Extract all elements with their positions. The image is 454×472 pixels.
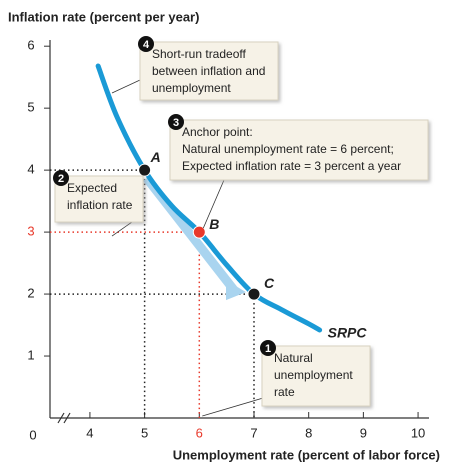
y-tick-label: 6: [27, 38, 34, 53]
x-tick-label: 4: [86, 425, 93, 440]
x-tick-label: 9: [360, 425, 367, 440]
annotation-number: 2: [58, 173, 64, 185]
x-tick-label: 10: [411, 425, 425, 440]
point-label: A: [150, 149, 161, 165]
point: [138, 163, 152, 177]
leader-line: [111, 79, 141, 94]
annotation-number: 3: [173, 117, 179, 129]
leader-line: [202, 395, 271, 417]
annotation-box: [261, 345, 371, 407]
y-tick-label: 5: [27, 100, 34, 115]
annotation-text: between inflation and: [152, 64, 265, 78]
series-label: SRPC: [328, 325, 368, 341]
origin-label: 0: [29, 427, 36, 442]
y-tick-label: 3: [27, 224, 34, 239]
x-tick-label: 8: [305, 425, 312, 440]
annotation-text: Natural: [274, 351, 313, 365]
y-axis-title: Inflation rate (percent per year): [8, 9, 199, 24]
annotation-badge: [168, 114, 184, 130]
point: [247, 287, 261, 301]
x-tick-label: 5: [141, 425, 148, 440]
leader-line: [202, 179, 225, 229]
axis-break: [57, 412, 65, 424]
x-tick-label: 7: [250, 425, 257, 440]
x-axis-title: Unemployment rate (percent of labor forc…: [173, 447, 440, 462]
point: [192, 225, 206, 239]
point-label: B: [209, 216, 219, 232]
annotation-text: Anchor point:: [182, 125, 253, 139]
annotation-text: inflation rate: [67, 198, 133, 212]
annotation-text: Natural unemployment rate = 6 percent;: [182, 142, 394, 156]
annotation-text: unemployment: [152, 81, 231, 95]
y-tick-label: 2: [27, 286, 34, 301]
annotation-text: Expected inflation rate = 3 percent a ye…: [182, 159, 401, 173]
annotation-box: [139, 41, 279, 101]
movement-arrowhead: [225, 280, 246, 301]
annotation-text: rate: [274, 385, 295, 399]
srpc-line: [95, 63, 323, 333]
annotation-text: unemployment: [274, 368, 353, 382]
x-tick-label: 6: [196, 425, 203, 440]
y-tick-label: 1: [27, 347, 34, 362]
annotation-number: 4: [143, 39, 150, 51]
annotation-number: 1: [265, 343, 271, 355]
annotation-text: Expected: [67, 181, 117, 195]
annotation-badge: [138, 36, 154, 52]
leader-line: [111, 221, 133, 237]
annotation-badge: [53, 170, 69, 186]
annotation-badge: [260, 340, 276, 356]
annotation-box: [54, 175, 144, 223]
axis-break: [63, 412, 71, 424]
annotation-box: [169, 119, 429, 181]
annotation-text: Short-run tradeoff: [152, 47, 246, 61]
y-tick-label: 4: [27, 162, 34, 177]
point-label: C: [264, 275, 275, 291]
